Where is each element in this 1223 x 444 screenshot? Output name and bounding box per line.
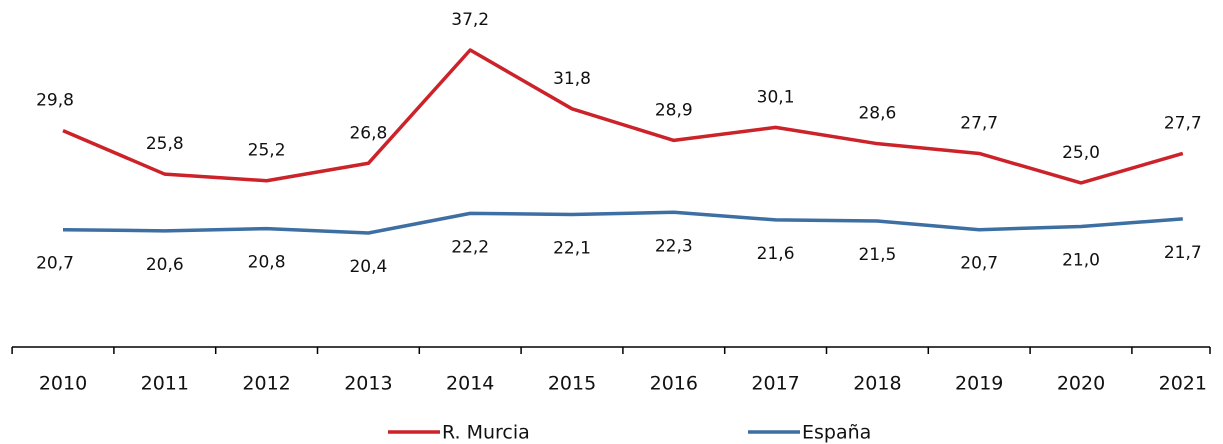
data-label: 25,0 [1062,143,1100,163]
legend-label: R. Murcia [442,422,530,444]
data-label: 37,2 [451,10,489,30]
x-tick-label: 2014 [446,373,494,395]
data-label: 26,8 [349,123,387,143]
x-tick-label: 2011 [141,373,189,395]
x-tick-label: 2017 [751,373,799,395]
x-tick-label: 2012 [242,373,290,395]
data-label: 20,8 [248,253,286,273]
data-label: 22,3 [655,236,693,256]
data-label: 20,7 [960,254,998,274]
x-tick-label: 2019 [955,373,1003,395]
data-label: 22,1 [553,238,591,258]
data-label: 31,8 [553,69,591,89]
data-label: 27,7 [1164,113,1202,133]
data-label: 25,8 [146,134,184,154]
data-label: 27,7 [960,113,998,133]
series-line [62,210,1183,235]
x-tick-label: 2021 [1159,373,1207,395]
data-label: 28,6 [858,104,896,124]
x-tick-label: 2015 [548,373,596,395]
x-tick-label: 2020 [1057,373,1105,395]
data-label: 21,5 [858,245,896,265]
data-label: 20,4 [349,257,387,277]
series-line [62,48,1184,185]
data-label: 30,1 [757,87,795,107]
data-label: 22,2 [451,237,489,257]
legend-label: España [802,422,871,444]
data-label: 25,2 [248,141,286,161]
data-label: 20,7 [36,254,74,274]
data-label: 21,0 [1062,250,1100,270]
x-tick-label: 2010 [39,373,87,395]
x-tick-label: 2013 [344,373,392,395]
data-label: 21,6 [757,244,795,264]
data-label: 21,7 [1164,243,1202,263]
data-label: 29,8 [36,91,74,111]
data-label: 20,6 [146,255,184,275]
data-label: 28,9 [655,100,693,120]
x-tick-label: 2016 [650,373,698,395]
x-tick-label: 2018 [853,373,901,395]
